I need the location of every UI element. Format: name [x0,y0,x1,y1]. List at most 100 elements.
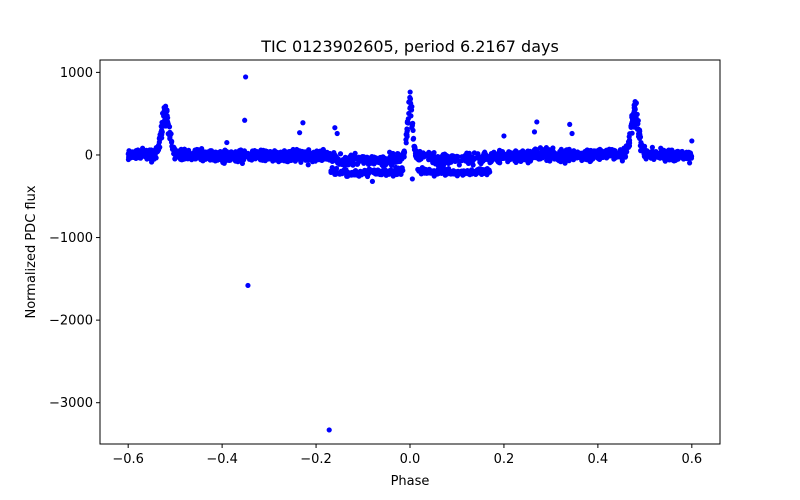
data-point [258,147,264,153]
data-point [141,153,148,159]
data-point [241,157,247,163]
x-axis-ticks: −0.6 −0.4 −0.2 0.0 0.2 0.4 0.6 [112,444,702,467]
data-point [639,147,645,154]
data-point [550,151,556,157]
data-point [241,148,248,154]
data-point [358,172,365,178]
data-point [613,154,620,160]
data-point [689,138,695,144]
data-point [199,148,205,154]
data-point [482,149,488,155]
data-point [224,139,230,146]
data-point [295,156,302,162]
data-point [435,166,441,173]
data-point [320,152,326,158]
data-point [405,116,411,122]
data-point [596,153,603,160]
data-point [166,124,173,130]
data-point [451,155,457,161]
data-point [466,154,472,160]
data-point [440,163,447,169]
data-point [156,135,162,142]
data-point [519,152,526,158]
data-point [410,135,417,142]
data-point [501,133,507,139]
data-point [159,131,165,138]
data-point [219,149,225,155]
data-point [555,157,561,163]
data-point [465,171,471,177]
data-point [569,130,575,137]
data-point [183,151,189,157]
data-point [369,178,376,184]
data-point [167,136,173,142]
x-axis-label: Phase [391,474,430,489]
data-point [297,130,303,136]
data-point [254,148,260,155]
data-point [235,152,242,158]
data-point [446,156,452,162]
data-point [498,155,505,161]
data-point [456,158,463,165]
data-point [333,169,339,175]
data-point [431,173,437,179]
data-point [606,146,612,152]
data-point [531,129,538,135]
data-point [494,155,500,161]
data-point [379,162,385,168]
data-point [580,150,587,156]
data-point [161,113,167,119]
data-point [567,121,573,128]
data-point [409,176,415,182]
data-point [571,148,577,154]
data-point [182,156,188,162]
y-tick-label: −2000 [49,314,93,329]
data-point [208,148,215,154]
data-point [242,117,248,123]
data-point [587,152,593,158]
data-point [591,148,597,154]
data-point [604,152,611,158]
x-tick-label: 0.0 [400,452,421,467]
x-tick-label: 0.6 [681,452,702,467]
data-point [201,156,207,162]
data-point [411,143,417,150]
data-point [230,153,236,159]
data-point [566,151,572,158]
data-point [154,144,161,151]
data-point [407,105,413,111]
data-point [268,149,274,155]
data-point [400,151,406,157]
x-tick-label: 0.2 [494,452,515,467]
data-point [406,99,412,105]
y-axis-label: Normalized PDC flux [24,185,39,318]
y-tick-label: −1000 [49,231,93,246]
data-point [326,427,332,433]
data-point [483,156,489,163]
data-point [386,168,392,174]
data-point [404,120,410,126]
data-point [371,161,377,167]
y-tick-label: −3000 [49,396,93,411]
data-point [263,156,269,162]
data-point [470,158,476,164]
data-point [425,167,431,174]
data-point [358,154,364,161]
data-point [334,130,340,137]
x-tick-label: 0.4 [588,452,609,467]
data-point [658,154,664,160]
data-point [455,169,462,175]
data-point [332,125,338,131]
data-point [539,155,545,161]
data-point [513,149,520,155]
data-point [664,152,670,158]
data-point [617,151,623,158]
data-point [619,158,625,164]
data-point [243,74,249,80]
data-point [245,282,251,289]
data-point [409,122,415,129]
data-point [374,171,380,177]
data-point [370,169,376,175]
data-point [426,152,432,158]
